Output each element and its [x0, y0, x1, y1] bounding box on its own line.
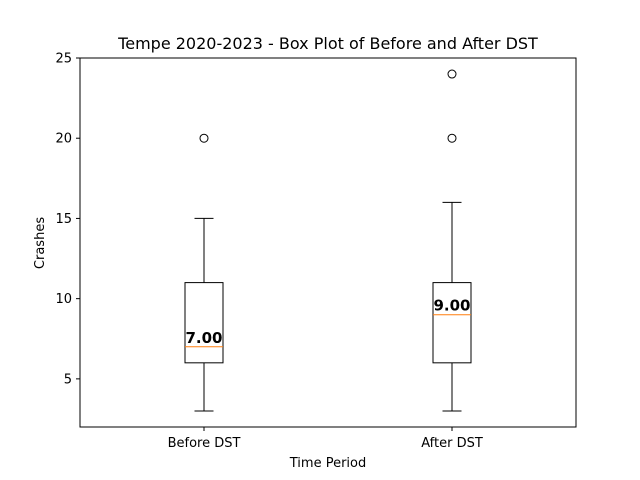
y-tick-label: 10	[55, 292, 72, 307]
y-axis-label: Crashes	[33, 217, 48, 269]
y-tick-label: 5	[64, 372, 72, 387]
plot-frame	[79, 57, 577, 428]
outlier-point	[447, 69, 457, 79]
median-value-label: 9.00	[433, 297, 470, 315]
outlier-point	[447, 133, 457, 143]
x-tick-label: Before DST	[168, 436, 241, 451]
x-axis-label: Time Period	[289, 456, 366, 471]
outlier-point	[199, 133, 209, 143]
y-tick-label: 25	[55, 52, 72, 67]
x-tick-label: After DST	[421, 436, 483, 451]
iqr-box	[184, 282, 224, 364]
plot-area: 7.00 9.00	[184, 69, 472, 412]
y-tick-label: 20	[55, 132, 72, 147]
box-group: 9.00	[432, 69, 472, 412]
iqr-box	[432, 282, 472, 364]
median-value-label: 7.00	[185, 329, 222, 347]
x-axis: Before DST After DST	[168, 427, 483, 451]
y-tick-label: 15	[55, 212, 72, 227]
chart-title: Tempe 2020-2023 - Box Plot of Before and…	[117, 34, 538, 53]
box-group: 7.00	[184, 133, 224, 412]
y-axis: 5 10 15 20 25	[55, 52, 80, 387]
